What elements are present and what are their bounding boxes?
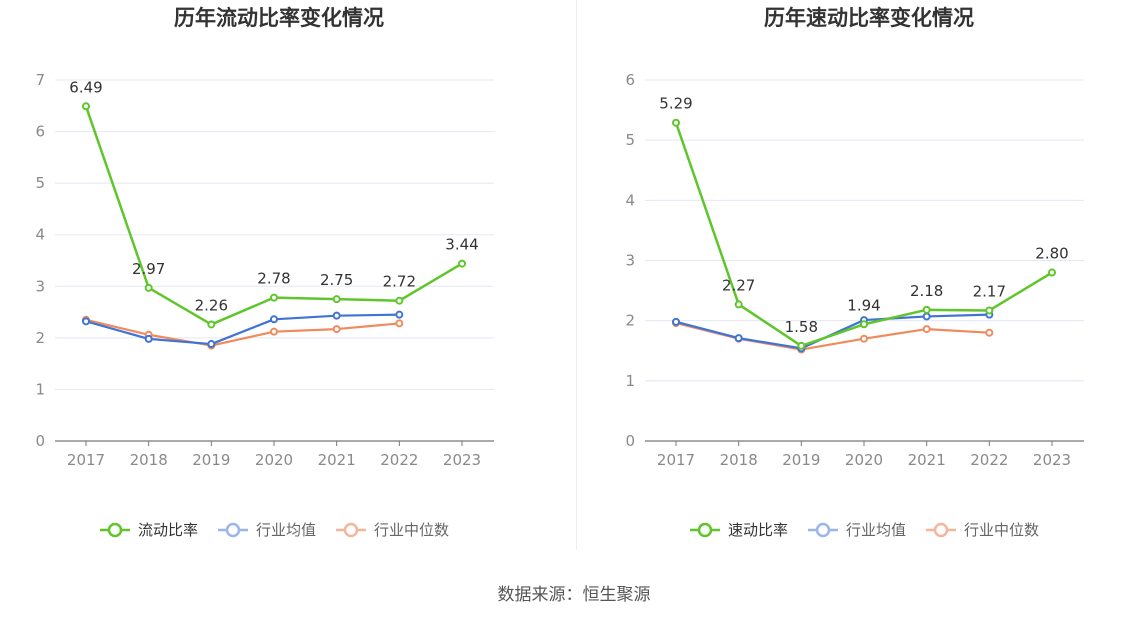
data-point [734, 334, 743, 343]
chart-title: 历年速动比率变化情况 [764, 6, 974, 30]
data-label: 3.44 [445, 236, 478, 254]
series-line-1 [85, 313, 400, 346]
legend-icon-marker [107, 522, 123, 538]
data-label: 1.58 [785, 318, 818, 336]
panel-divider [576, 0, 577, 550]
x-tick-label: 2020 [845, 451, 883, 469]
y-tick-label: 2 [35, 329, 45, 347]
x-tick-label: 2022 [380, 451, 418, 469]
y-tick-label: 4 [35, 226, 45, 244]
x-tick-label: 2018 [720, 451, 758, 469]
y-tick-label: 5 [35, 174, 45, 192]
x-tick-label: 2017 [657, 451, 695, 469]
legend-label: 流动比率 [138, 521, 198, 539]
legend-icon-marker [815, 522, 831, 538]
legend-label: 行业均值 [256, 521, 316, 539]
x-tick-label: 2023 [1033, 451, 1071, 469]
chart-title: 历年流动比率变化情况 [174, 6, 384, 30]
data-point [332, 325, 341, 334]
y-tick-label: 3 [625, 252, 635, 270]
x-tick-label: 2023 [443, 451, 481, 469]
data-label: 2.27 [722, 276, 755, 294]
y-tick-label: 1 [625, 372, 635, 390]
x-tick-label: 2022 [970, 451, 1008, 469]
y-tick-label: 1 [35, 380, 45, 398]
data-point [797, 341, 806, 350]
data-label: 2.17 [973, 282, 1006, 300]
chart-0-group: 历年流动比率变化情况 0 1 2 3 4 5 6 7 2017 2018 2019 2020 2021 20… [35, 6, 494, 539]
quick-ratio-chart-panel: 历年速动比率变化情况 0 1 2 3 4 5 6 2017 2018 2019 2020 2021 202… [574, 0, 1148, 560]
data-point [207, 320, 216, 329]
y-tick-label: 6 [35, 123, 45, 141]
legend-icon-marker [225, 522, 241, 538]
data-label: 2.18 [910, 282, 943, 300]
current-ratio-chart-panel: 历年流动比率变化情况 0 1 2 3 4 5 6 7 2017 2018 2019 2020 2021 20… [0, 0, 574, 560]
data-point [332, 295, 341, 304]
chart-1-group: 历年速动比率变化情况 0 1 2 3 4 5 6 2017 2018 2019 2020 2021 202… [625, 6, 1084, 539]
data-point [672, 317, 680, 326]
x-tick-label: 2018 [130, 451, 168, 469]
data-label: 2.75 [320, 271, 353, 289]
legend-label: 速动比率 [728, 521, 788, 539]
legend-label: 行业均值 [846, 521, 906, 539]
x-tick-label: 2020 [255, 451, 293, 469]
data-label: 2.97 [132, 260, 165, 278]
data-point [207, 340, 216, 349]
data-point [395, 319, 404, 328]
data-source-note: 数据来源：恒生聚源 [497, 585, 651, 605]
data-point [1048, 268, 1056, 277]
data-label: 2.80 [1035, 245, 1068, 263]
quick-ratio-chart: 历年速动比率变化情况 0 1 2 3 4 5 6 2017 2018 2019 2020 2021 202… [625, 6, 1084, 539]
data-point [144, 334, 153, 343]
series-line-2 [85, 318, 400, 347]
x-tick-label: 2019 [192, 451, 230, 469]
data-point [985, 306, 994, 315]
legend-icon-marker [697, 522, 713, 538]
data-point [860, 320, 868, 329]
y-tick-label: 6 [625, 71, 635, 89]
data-point [82, 317, 90, 326]
y-tick-label: 0 [625, 432, 635, 450]
data-point [82, 102, 90, 111]
data-point [922, 325, 931, 334]
x-tick-label: 2021 [908, 451, 946, 469]
x-tick-label: 2021 [318, 451, 356, 469]
data-point [922, 312, 931, 321]
y-tick-label: 2 [625, 312, 635, 330]
data-point [985, 328, 994, 337]
legend-label: 行业中位数 [374, 521, 449, 539]
legend-icon-marker [933, 522, 949, 538]
data-label: 2.72 [383, 273, 416, 291]
data-point [332, 311, 341, 320]
data-point [734, 300, 743, 309]
y-tick-label: 3 [35, 277, 45, 295]
data-label: 2.78 [257, 270, 290, 288]
data-point [860, 334, 868, 343]
x-tick-label: 2019 [782, 451, 820, 469]
data-point [672, 118, 680, 127]
data-point [922, 305, 931, 314]
y-tick-label: 5 [625, 131, 635, 149]
data-label: 6.49 [69, 78, 102, 96]
y-tick-label: 4 [625, 191, 635, 209]
x-tick-label: 2017 [67, 451, 105, 469]
current-ratio-chart: 历年流动比率变化情况 0 1 2 3 4 5 6 7 2017 2018 2019 2020 2021 20… [35, 6, 494, 539]
data-point [144, 283, 153, 292]
data-point [270, 315, 278, 324]
legend-label: 行业中位数 [964, 521, 1039, 539]
data-label: 2.26 [195, 296, 228, 314]
data-point [270, 327, 278, 336]
data-point [395, 296, 404, 305]
y-tick-label: 7 [35, 71, 45, 89]
legend-icon-marker [343, 522, 359, 538]
data-point [458, 259, 466, 268]
series-line-0 [84, 105, 463, 326]
data-label: 1.94 [847, 296, 880, 314]
data-point [395, 310, 404, 319]
y-tick-label: 0 [35, 432, 45, 450]
data-label: 5.29 [659, 95, 692, 113]
data-point [270, 293, 278, 302]
